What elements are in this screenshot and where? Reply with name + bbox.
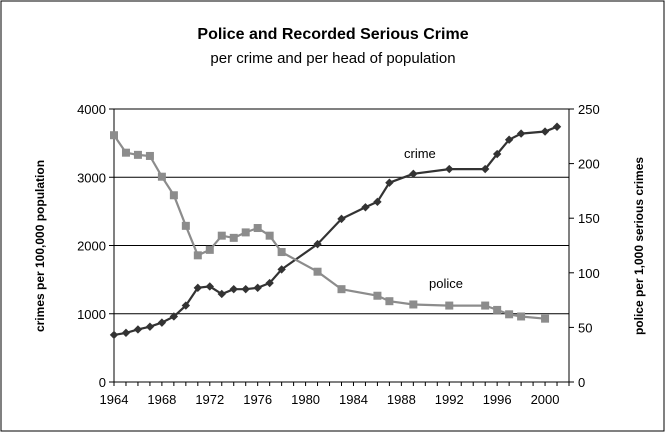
data-point-police bbox=[205, 245, 214, 254]
data-point-police bbox=[229, 233, 238, 242]
data-point-police bbox=[385, 297, 394, 306]
y-right-tick-label: 50 bbox=[578, 320, 592, 335]
annotation-crime: crime bbox=[404, 146, 436, 161]
y-left-tick-label: 3000 bbox=[77, 170, 106, 185]
data-point-police bbox=[169, 191, 178, 200]
x-tick-label: 1996 bbox=[483, 392, 512, 407]
data-point-crime bbox=[361, 203, 370, 212]
data-point-police bbox=[217, 231, 226, 240]
chart-title: Police and Recorded Serious Crime bbox=[197, 26, 468, 43]
series-crime bbox=[109, 122, 562, 340]
data-point-crime bbox=[253, 283, 262, 293]
series-line-crime bbox=[113, 125, 558, 336]
data-point-police bbox=[373, 291, 382, 300]
y-left-tick-label: 0 bbox=[99, 375, 106, 390]
data-point-crime bbox=[265, 278, 274, 288]
y-left-tick-label: 4000 bbox=[77, 102, 106, 117]
data-point-crime bbox=[193, 283, 203, 293]
data-point-crime bbox=[181, 301, 191, 310]
data-point-crime bbox=[385, 178, 394, 187]
data-point-crime bbox=[157, 318, 167, 327]
x-tick-label: 1964 bbox=[100, 392, 129, 407]
series-police bbox=[110, 131, 550, 323]
chart-subtitle: per crime and per head of population bbox=[210, 50, 455, 67]
x-tick-label: 2000 bbox=[531, 392, 560, 407]
data-point-crime bbox=[229, 284, 238, 294]
data-point-crime bbox=[205, 282, 214, 291]
y-right-tick-label: 150 bbox=[578, 211, 600, 226]
data-point-police bbox=[277, 248, 286, 257]
y-right-tick-label: 200 bbox=[578, 157, 600, 172]
data-point-police bbox=[409, 300, 418, 309]
data-point-police bbox=[121, 148, 130, 157]
data-point-police bbox=[517, 312, 526, 321]
data-point-police bbox=[145, 151, 154, 160]
data-point-police bbox=[133, 150, 142, 159]
data-point-crime bbox=[480, 164, 490, 174]
data-point-crime bbox=[217, 289, 226, 299]
y-axis-right-label: police per 1,000 serious crimes bbox=[632, 157, 646, 335]
y-right-tick-label: 0 bbox=[578, 375, 585, 390]
data-point-police bbox=[493, 305, 502, 314]
data-point-crime bbox=[373, 197, 382, 207]
x-tick-label: 1984 bbox=[339, 392, 368, 407]
y-axis-left-label: crimes per 100,000 population bbox=[33, 160, 47, 332]
data-point-police bbox=[337, 285, 346, 294]
data-point-crime bbox=[504, 135, 514, 144]
data-point-police bbox=[445, 301, 454, 310]
data-point-crime bbox=[121, 328, 131, 338]
data-point-police bbox=[253, 224, 262, 233]
data-point-police bbox=[181, 221, 190, 230]
data-point-crime bbox=[109, 330, 119, 340]
data-point-police bbox=[481, 301, 490, 310]
data-point-police bbox=[505, 310, 514, 319]
y-left-tick-label: 2000 bbox=[77, 239, 106, 254]
data-point-crime bbox=[313, 239, 322, 249]
y-right-tick-label: 250 bbox=[578, 102, 600, 117]
x-tick-label: 1980 bbox=[291, 392, 320, 407]
data-point-police bbox=[265, 231, 274, 240]
axes: 0 1000 2000 3000 4000 0 50 100 150 200 250 1964 1968… bbox=[77, 102, 600, 407]
x-tick-label: 1968 bbox=[147, 392, 176, 407]
data-point-crime bbox=[277, 265, 286, 274]
annotation-police: police bbox=[429, 276, 463, 291]
data-point-police bbox=[241, 228, 250, 237]
data-point-police bbox=[193, 251, 202, 260]
data-point-crime bbox=[169, 312, 179, 321]
data-point-police bbox=[313, 267, 322, 276]
x-tick-label: 1972 bbox=[195, 392, 224, 407]
x-tick-label: 1992 bbox=[435, 392, 464, 407]
data-point-crime bbox=[145, 322, 155, 331]
data-point-crime bbox=[552, 122, 562, 131]
data-point-police bbox=[541, 314, 550, 323]
x-tick-label: 1976 bbox=[243, 392, 272, 407]
y-right-tick-label: 100 bbox=[578, 266, 600, 281]
data-point-crime bbox=[241, 284, 250, 294]
data-point-crime bbox=[337, 214, 346, 224]
data-point-crime bbox=[516, 129, 526, 138]
data-point-crime bbox=[409, 169, 418, 179]
data-point-police bbox=[157, 172, 166, 181]
y-left-tick-label: 1000 bbox=[77, 307, 106, 322]
data-point-crime bbox=[540, 127, 550, 136]
data-point-crime bbox=[492, 149, 502, 159]
data-point-police bbox=[110, 131, 118, 140]
data-point-crime bbox=[445, 164, 454, 174]
x-tick-label: 1988 bbox=[387, 392, 416, 407]
series-layer bbox=[109, 122, 562, 340]
data-point-crime bbox=[133, 325, 143, 334]
